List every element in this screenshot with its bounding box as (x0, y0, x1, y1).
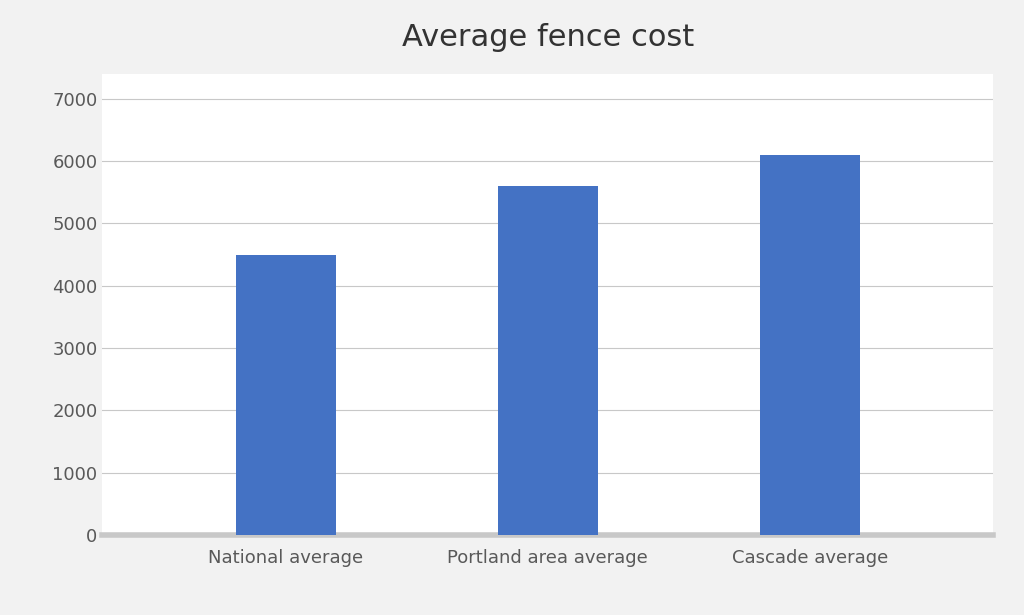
Title: Average fence cost: Average fence cost (401, 23, 694, 52)
Bar (498, 186, 598, 535)
Bar (236, 255, 336, 535)
Bar (760, 155, 859, 535)
